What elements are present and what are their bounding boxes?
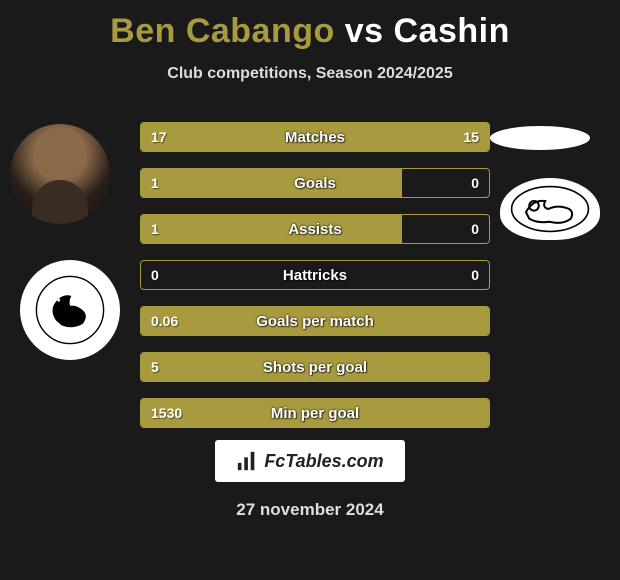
- bar-label: Hattricks: [141, 261, 489, 289]
- bar-value-right: 15: [463, 123, 479, 151]
- stat-bar: 1Goals0: [140, 168, 490, 198]
- bar-value-right: 0: [471, 261, 479, 289]
- stat-bar: 5Shots per goal: [140, 352, 490, 382]
- chart-icon: [236, 450, 258, 472]
- bar-label: Goals per match: [141, 307, 489, 335]
- stat-bar: 17Matches15: [140, 122, 490, 152]
- bar-label: Goals: [141, 169, 489, 197]
- player1-name: Ben Cabango: [110, 12, 335, 50]
- footer-brand-text: FcTables.com: [264, 451, 383, 472]
- stat-bar: 0.06Goals per match: [140, 306, 490, 336]
- player2-club-logo: [500, 178, 600, 240]
- date-text: 27 november 2024: [0, 500, 620, 520]
- stats-bars: 17Matches151Goals01Assists00Hattricks00.…: [140, 122, 490, 444]
- swan-icon: [35, 275, 105, 345]
- player2-name: Cashin: [394, 12, 510, 50]
- player2-blank-oval: [490, 126, 590, 150]
- bar-label: Shots per goal: [141, 353, 489, 381]
- bar-value-right: 0: [471, 215, 479, 243]
- footer-brand[interactable]: FcTables.com: [215, 440, 405, 482]
- stat-bar: 1Assists0: [140, 214, 490, 244]
- page-title: Ben Cabango vs Cashin: [0, 0, 620, 51]
- bar-label: Min per goal: [141, 399, 489, 427]
- stat-bar: 0Hattricks0: [140, 260, 490, 290]
- bar-label: Assists: [141, 215, 489, 243]
- ram-icon: [510, 184, 590, 234]
- bar-label: Matches: [141, 123, 489, 151]
- subtitle: Club competitions, Season 2024/2025: [0, 65, 620, 83]
- title-vs: vs: [345, 12, 384, 50]
- stat-bar: 1530Min per goal: [140, 398, 490, 428]
- player1-club-logo: [20, 260, 120, 360]
- player1-avatar: [10, 124, 110, 224]
- bar-value-right: 0: [471, 169, 479, 197]
